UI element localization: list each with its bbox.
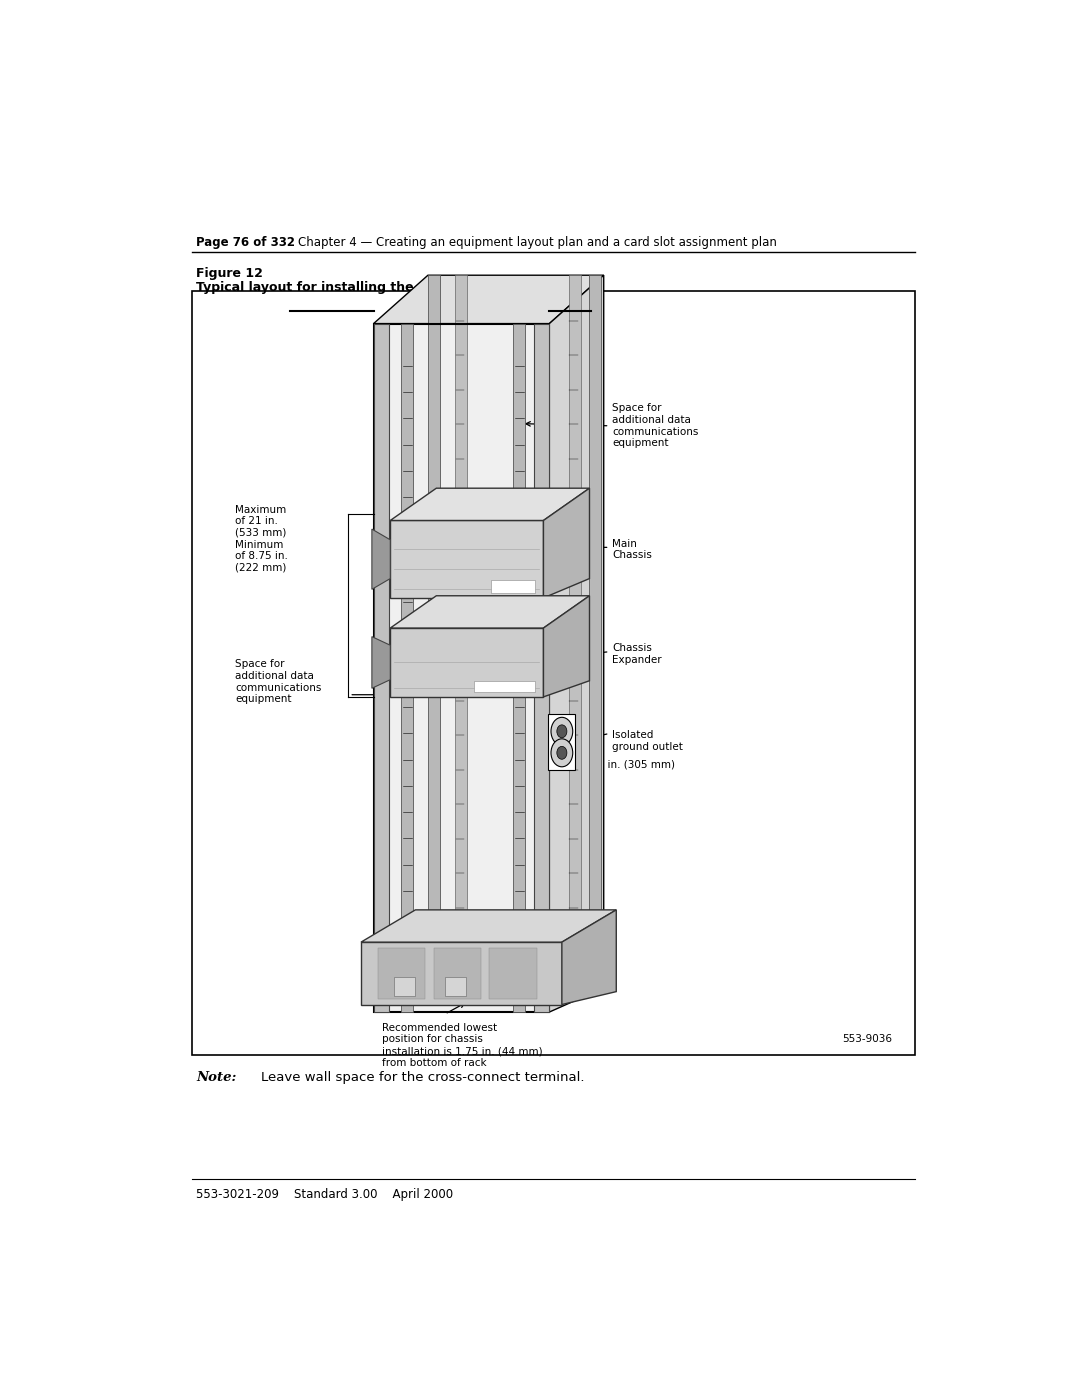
- Polygon shape: [543, 488, 590, 598]
- Circle shape: [557, 746, 567, 760]
- Text: Figure 12: Figure 12: [197, 267, 262, 279]
- Bar: [390, 629, 543, 697]
- Bar: [390, 521, 543, 598]
- Bar: [433, 947, 481, 999]
- Bar: [568, 275, 581, 988]
- Bar: [401, 324, 414, 1011]
- Polygon shape: [390, 488, 590, 521]
- Circle shape: [551, 739, 572, 767]
- Polygon shape: [550, 275, 604, 1011]
- Polygon shape: [562, 909, 617, 1004]
- Polygon shape: [361, 909, 617, 942]
- Bar: [378, 947, 426, 999]
- Text: Space for
additional data
communications
equipment: Space for additional data communications…: [235, 659, 322, 704]
- Bar: [549, 714, 576, 770]
- Bar: [489, 947, 537, 999]
- Polygon shape: [390, 595, 590, 629]
- Text: Typical layout for installing the chassis in a rack/cabinet: Typical layout for installing the chassi…: [197, 281, 591, 293]
- Bar: [455, 275, 467, 988]
- Circle shape: [557, 725, 567, 738]
- Bar: [513, 324, 525, 1011]
- Text: 553-9036: 553-9036: [842, 1034, 892, 1044]
- Bar: [394, 977, 416, 996]
- Text: Page 76 of 332: Page 76 of 332: [197, 236, 295, 250]
- Text: Recommended lowest
position for chassis
installation is 1.75 in. (44 mm)
from bo: Recommended lowest position for chassis …: [382, 1023, 542, 1067]
- Bar: [374, 324, 389, 1011]
- Circle shape: [551, 717, 572, 745]
- Bar: [589, 275, 600, 988]
- Text: Space for
additional data
communications
equipment: Space for additional data communications…: [612, 404, 699, 448]
- Polygon shape: [372, 529, 390, 590]
- Polygon shape: [543, 595, 590, 697]
- Polygon shape: [372, 637, 390, 689]
- Text: 12 in. (305 mm): 12 in. (305 mm): [591, 760, 675, 770]
- Polygon shape: [374, 275, 604, 324]
- Bar: [192, 292, 915, 1055]
- Bar: [428, 275, 440, 988]
- Text: Note:: Note:: [197, 1071, 237, 1084]
- Bar: [474, 680, 535, 692]
- Text: Chapter 4 — Creating an equipment layout plan and a card slot assignment plan: Chapter 4 — Creating an equipment layout…: [298, 236, 778, 250]
- Text: Maximum
of 21 in.
(533 mm)
Minimum
of 8.75 in.
(222 mm): Maximum of 21 in. (533 mm) Minimum of 8.…: [235, 504, 288, 573]
- Text: Main
Chassis: Main Chassis: [612, 539, 652, 560]
- Bar: [445, 977, 465, 996]
- Polygon shape: [374, 324, 550, 1011]
- Text: 553-3021-209    Standard 3.00    April 2000: 553-3021-209 Standard 3.00 April 2000: [197, 1187, 454, 1201]
- Bar: [535, 324, 550, 1011]
- Bar: [490, 580, 535, 592]
- Text: Leave wall space for the cross-connect terminal.: Leave wall space for the cross-connect t…: [260, 1071, 584, 1084]
- Text: Chassis
Expander: Chassis Expander: [612, 643, 662, 665]
- Text: Isolated
ground outlet: Isolated ground outlet: [612, 731, 683, 752]
- Bar: [361, 942, 562, 1004]
